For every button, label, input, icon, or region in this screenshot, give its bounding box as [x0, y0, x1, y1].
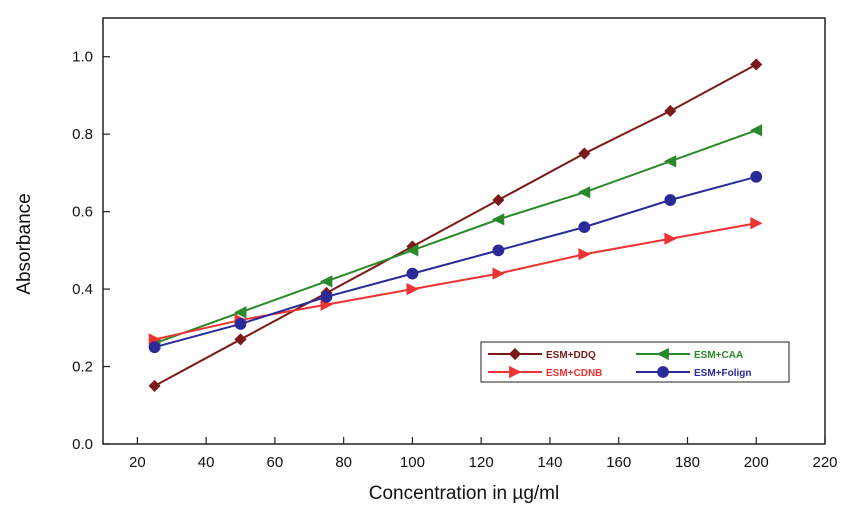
data-point-esm-folign [750, 170, 763, 183]
legend-marker [509, 365, 522, 379]
x-tick-label: 20 [129, 454, 146, 471]
data-point-esm-ddq [664, 104, 677, 118]
legend-marker [657, 366, 669, 378]
series-line-esm-ddq [154, 63, 757, 387]
data-point-esm-caa [491, 213, 505, 226]
data-point-esm-cdnb [664, 232, 677, 245]
data-point-esm-folign [664, 194, 677, 206]
y-tick-label: 1.0 [72, 49, 93, 66]
data-point-esm-folign [578, 221, 591, 234]
x-tick-label: 180 [675, 454, 700, 471]
x-tick-label: 80 [335, 454, 352, 471]
legend-label: ESM+CAA [694, 350, 743, 361]
series-esm-folign [148, 170, 763, 354]
legend-box [480, 341, 790, 383]
legend-marker [656, 347, 669, 361]
series-esm-cdnb [148, 217, 763, 346]
x-axis-title: Concentration in µg/ml [369, 483, 559, 504]
data-point-esm-cdnb [578, 248, 591, 261]
data-point-esm-folign [234, 318, 247, 330]
legend-label: ESM+Folign [694, 368, 752, 379]
data-point-esm-folign [320, 290, 333, 303]
plot-frame [102, 17, 826, 445]
x-axis-ticks: 20 40 60 80 100 120 140 160 180 200 220 [129, 437, 838, 471]
x-tick-label: 220 [812, 454, 837, 471]
series-line-esm-caa [154, 129, 757, 345]
x-tick-label: 160 [606, 454, 631, 471]
legend-marker [508, 347, 522, 361]
data-point-esm-folign [406, 267, 419, 280]
data-point-esm-caa [577, 186, 591, 199]
data-point-esm-ddq [750, 58, 763, 71]
y-tick-label: 0.4 [72, 281, 93, 298]
data-point-esm-cdnb [406, 282, 419, 296]
data-point-esm-cdnb [750, 217, 763, 230]
legend-item-esm-ddq: ESM+DDQ [488, 347, 596, 361]
series-layer [148, 58, 763, 392]
data-point-esm-folign [492, 244, 505, 257]
series-line-esm-folign [154, 175, 757, 349]
legend-label: ESM+CDNB [546, 368, 602, 379]
data-point-esm-caa [749, 124, 763, 137]
x-tick-label: 40 [198, 454, 215, 471]
data-point-esm-ddq [492, 193, 505, 207]
y-tick-label: 0.0 [72, 436, 93, 453]
data-point-esm-caa [320, 275, 333, 288]
data-point-esm-ddq [234, 333, 247, 346]
legend-item-esm-caa: ESM+CAA [636, 347, 743, 361]
series-line-esm-cdnb [154, 222, 757, 341]
series-esm-caa [148, 124, 763, 350]
legend-item-esm-cdnb: ESM+CDNB [488, 365, 602, 379]
y-tick-label: 0.6 [72, 204, 93, 221]
x-tick-label: 200 [744, 454, 769, 471]
data-point-esm-ddq [578, 147, 591, 160]
data-point-esm-cdnb [492, 267, 505, 280]
y-tick-label: 0.2 [72, 359, 93, 376]
x-tick-label: 140 [537, 454, 562, 471]
data-point-esm-ddq [148, 379, 161, 392]
y-tick-label: 0.8 [72, 126, 93, 143]
legend: ESM+DDQ ESM+CAA ESM+CDNB ESM+Folign [480, 341, 790, 383]
x-tick-label: 60 [267, 454, 284, 471]
y-axis-ticks: 0.0 0.2 0.4 0.6 0.8 1.0 [72, 49, 110, 453]
data-point-esm-caa [663, 155, 677, 168]
x-tick-label: 120 [469, 454, 494, 471]
x-tick-label: 100 [400, 454, 425, 471]
data-point-esm-folign [148, 341, 161, 354]
data-point-esm-caa [406, 244, 419, 257]
legend-item-esm-folign: ESM+Folign [636, 366, 752, 379]
legend-label: ESM+DDQ [546, 350, 596, 361]
data-point-esm-caa [234, 306, 247, 319]
y-axis-title: Absorbance [14, 193, 35, 294]
